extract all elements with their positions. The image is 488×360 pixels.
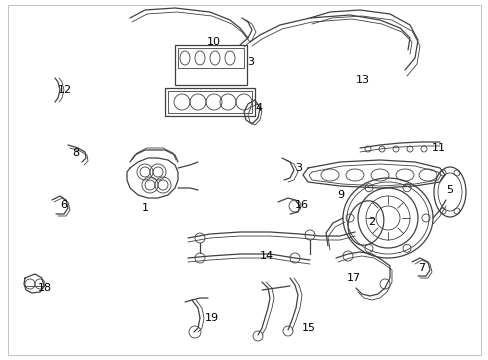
Text: 13: 13 (355, 75, 369, 85)
Bar (168, 91, 251, 113)
Bar (164, 88, 254, 116)
Text: 5: 5 (445, 185, 452, 195)
Text: 19: 19 (204, 313, 219, 323)
Text: 3: 3 (246, 57, 253, 67)
Text: 17: 17 (346, 273, 360, 283)
Text: 16: 16 (294, 200, 308, 210)
Text: 12: 12 (58, 85, 72, 95)
Text: 11: 11 (431, 143, 445, 153)
Text: 15: 15 (302, 323, 315, 333)
Text: 10: 10 (206, 37, 221, 47)
Text: 6: 6 (60, 200, 67, 210)
Bar (178, 48, 244, 68)
Text: 2: 2 (367, 217, 374, 227)
Text: 3: 3 (294, 163, 302, 173)
Text: 14: 14 (260, 251, 274, 261)
Text: 7: 7 (417, 263, 424, 273)
Text: 1: 1 (142, 203, 149, 213)
Text: 8: 8 (72, 148, 79, 158)
Text: 4: 4 (254, 103, 262, 113)
Text: 9: 9 (336, 190, 344, 200)
Bar (175, 45, 246, 85)
Text: 18: 18 (38, 283, 52, 293)
